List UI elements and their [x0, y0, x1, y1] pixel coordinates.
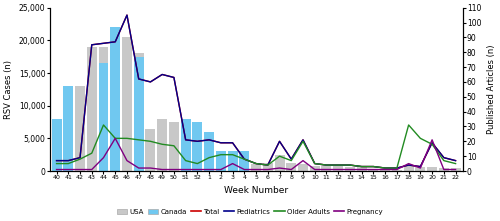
Bar [368, 169, 378, 171]
Bar [192, 158, 202, 171]
Bar [240, 161, 250, 171]
Bar [134, 57, 143, 171]
Bar [286, 163, 296, 171]
Bar [64, 102, 74, 171]
Bar [75, 86, 85, 171]
Bar [345, 167, 355, 171]
Bar [204, 155, 214, 171]
Bar [204, 132, 214, 171]
Bar [392, 170, 402, 171]
Bar [228, 158, 237, 171]
Legend: USA, Canada, Total, Pediatrics, Older Adults, Pregnancy: USA, Canada, Total, Pediatrics, Older Ad… [114, 206, 386, 217]
Bar [274, 155, 284, 171]
Bar [263, 163, 273, 171]
Bar [427, 167, 437, 171]
Bar [180, 119, 190, 171]
Bar [216, 151, 226, 171]
Bar [322, 166, 332, 171]
Bar [146, 129, 156, 171]
Y-axis label: RSV Cases (n): RSV Cases (n) [4, 60, 13, 119]
Bar [98, 47, 108, 171]
Bar [122, 37, 132, 171]
Bar [98, 63, 108, 171]
X-axis label: Week Number: Week Number [224, 186, 288, 195]
Bar [110, 34, 120, 171]
Bar [134, 53, 143, 171]
Bar [180, 145, 190, 171]
Bar [157, 119, 167, 171]
Bar [356, 167, 366, 171]
Bar [310, 166, 320, 171]
Bar [450, 168, 460, 171]
Bar [416, 167, 426, 171]
Bar [169, 122, 179, 171]
Bar [439, 168, 449, 171]
Bar [52, 119, 62, 171]
Bar [192, 122, 202, 171]
Bar [110, 27, 120, 171]
Bar [64, 86, 74, 171]
Bar [87, 47, 97, 171]
Bar [216, 151, 226, 171]
Bar [404, 166, 413, 171]
Bar [251, 164, 261, 171]
Bar [298, 164, 308, 171]
Bar [52, 122, 62, 171]
Bar [228, 151, 237, 171]
Y-axis label: Published Articles (n): Published Articles (n) [487, 45, 496, 134]
Bar [333, 166, 343, 171]
Bar [240, 151, 250, 171]
Bar [380, 170, 390, 171]
